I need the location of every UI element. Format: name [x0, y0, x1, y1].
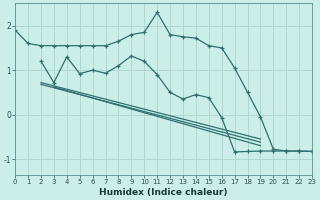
X-axis label: Humidex (Indice chaleur): Humidex (Indice chaleur)	[100, 188, 228, 197]
